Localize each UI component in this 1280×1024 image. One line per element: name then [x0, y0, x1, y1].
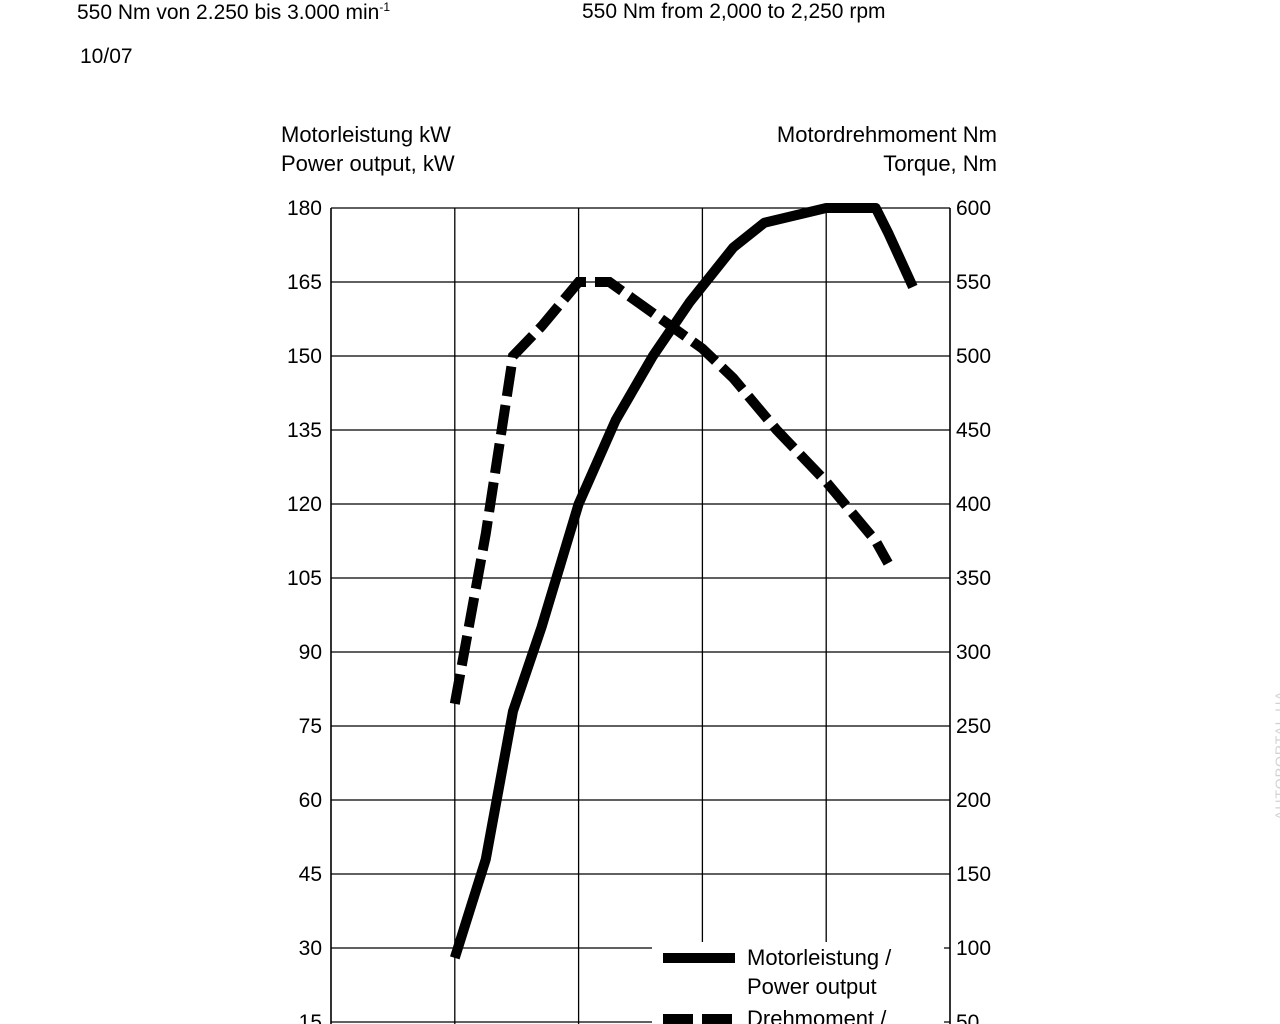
right-axis-ticks: 600 550 500 450 400 350 300 250 200 150 100 50 — [956, 197, 991, 1024]
left-tick-label: 150 — [287, 345, 322, 368]
power-series-line — [450, 203, 918, 960]
left-tick-label: 120 — [287, 493, 322, 516]
axis-titles: Motorleistung kW Power output, kW Motordre… — [281, 122, 997, 176]
legend-label: Motorleistung / — [747, 945, 892, 970]
grid — [330, 207, 951, 1024]
right-tick-label: 350 — [956, 567, 991, 590]
left-tick-label: 90 — [299, 641, 322, 664]
right-tick-label: 500 — [956, 345, 991, 368]
header-german-text: 550 Nm von 2.250 bis 3.000 min — [77, 1, 380, 24]
right-tick-label: 200 — [956, 789, 991, 812]
left-tick-label: 105 — [287, 567, 322, 590]
left-axis-title: Motorleistung kW — [281, 122, 451, 147]
left-tick-label: 15 — [299, 1011, 322, 1024]
right-tick-label: 150 — [956, 863, 991, 886]
left-tick-label: 180 — [287, 197, 322, 220]
legend-label: Power output — [747, 974, 877, 999]
right-tick-label: 550 — [956, 271, 991, 294]
left-axis-ticks: 180 165 150 135 120 105 90 75 60 45 30 15 — [287, 197, 322, 1024]
right-tick-label: 450 — [956, 419, 991, 442]
right-tick-label: 100 — [956, 937, 991, 960]
legend-label: Drehmoment / — [747, 1006, 887, 1024]
right-tick-label: 600 — [956, 197, 991, 220]
left-tick-label: 75 — [299, 715, 322, 738]
left-tick-label: 30 — [299, 937, 322, 960]
header-german-superscript: -1 — [379, 0, 391, 14]
header-german: 550 Nm von 2.250 bis 3.000 min-1 — [77, 0, 390, 25]
left-tick-label: 165 — [287, 271, 322, 294]
header-english: 550 Nm from 2,000 to 2,250 rpm — [582, 0, 886, 23]
watermark: AUTOPORTAL.UA — [1272, 690, 1280, 820]
left-tick-label: 135 — [287, 419, 322, 442]
left-axis-title: Power output, kW — [281, 151, 455, 176]
left-tick-label: 60 — [299, 789, 322, 812]
right-axis-title: Torque, Nm — [883, 151, 997, 176]
series — [449, 203, 918, 960]
torque-series-line — [449, 277, 893, 705]
left-tick-label: 45 — [299, 863, 322, 886]
right-tick-label: 300 — [956, 641, 991, 664]
right-axis-title: Motordrehmoment Nm — [777, 122, 997, 147]
right-tick-label: 400 — [956, 493, 991, 516]
header-date: 10/07 — [80, 45, 133, 68]
right-tick-label: 50 — [956, 1011, 979, 1024]
right-tick-label: 250 — [956, 715, 991, 738]
